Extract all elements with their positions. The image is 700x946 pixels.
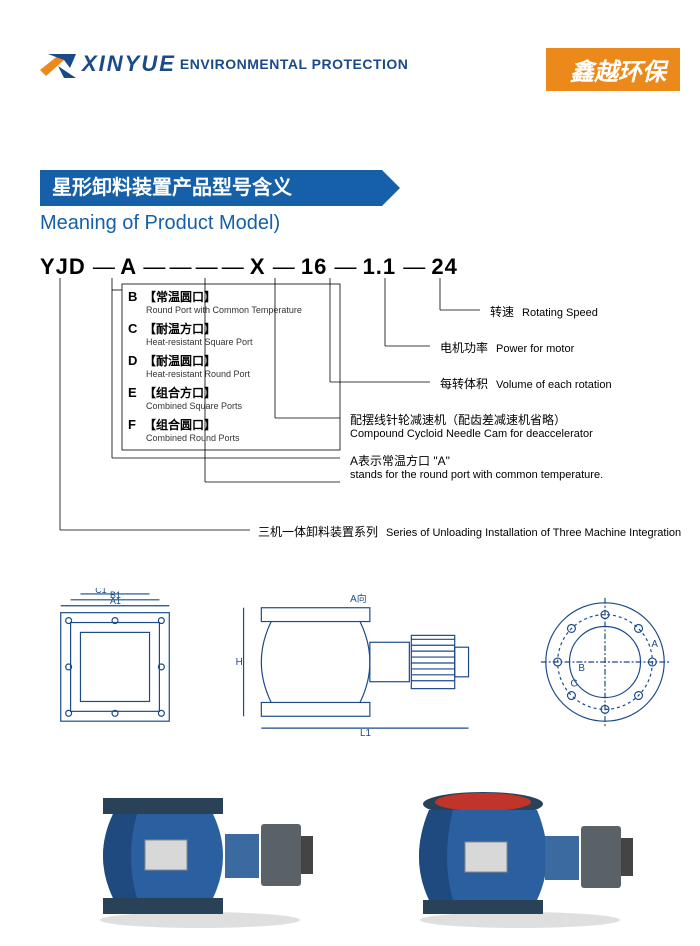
model-seg-24: 24 (431, 254, 457, 279)
model-seg-yjd: YJD (40, 254, 86, 279)
svg-text:C: C (570, 679, 577, 690)
valve-round-port (405, 780, 635, 930)
section-title-bar: 星形卸料装置产品型号含义 (40, 170, 400, 206)
product-photo-row (40, 780, 680, 930)
brand-badge-cn: 鑫越环保 (546, 48, 680, 91)
svg-text:A: A (651, 639, 658, 650)
diagram-round-flange: A B C (530, 587, 680, 737)
brand-name-en: XINYUE (82, 51, 176, 77)
valve-square-port (85, 780, 315, 930)
model-dash: — (273, 254, 294, 279)
svg-text:B1: B1 (110, 590, 121, 600)
svg-text:B: B (578, 663, 585, 674)
model-dash: — — — — (143, 254, 242, 279)
model-seg-a: A (120, 254, 136, 279)
brand-subtitle: ENVIRONMENTAL PROTECTION (180, 56, 409, 72)
label-series: 三机一体卸料装置系列Series of Unloading Installati… (258, 523, 681, 540)
model-seg-11: 1.1 (363, 254, 397, 279)
section-title-en: Meaning of Product Model) (40, 212, 280, 235)
label-volume: 每转体积Volume of each rotation (440, 375, 612, 392)
diagram-top-view: A1 B1 C1 (40, 587, 190, 737)
model-dash: — (93, 254, 114, 279)
label-reducer: 配摆线针轮减速机（配齿差减速机省略） Compound Cycloid Need… (350, 411, 680, 440)
label-a-meaning: A表示常温方口 "A" stands for the round port wi… (350, 452, 680, 481)
label-rotating-speed: 转速Rotating Speed (490, 303, 598, 320)
code-c: C【耐温方口】 Heat-resistant Square Port (128, 322, 253, 347)
model-dash: — (403, 254, 424, 279)
model-dash: — (334, 254, 355, 279)
page-header: XINYUE ENVIRONMENTAL PROTECTION 鑫越环保 (40, 50, 680, 78)
logo-icon (40, 50, 76, 78)
code-e: E【组合方口】 Combined Square Ports (128, 386, 242, 411)
svg-text:L1: L1 (360, 728, 371, 737)
code-f: F【组合圆口】 Combined Round Ports (128, 418, 240, 443)
model-code-row: YJD — A — — — — X — 16 — 1.1 — 24 (40, 254, 458, 280)
code-b: B【常温圆口】 Round Port with Common Temperatu… (128, 290, 302, 315)
diagram-side-view: H L1 A向 (230, 587, 490, 737)
svg-text:A向: A向 (350, 592, 366, 605)
svg-text:C1: C1 (95, 587, 106, 595)
model-seg-16: 16 (301, 254, 327, 279)
technical-diagrams-row: A1 B1 C1 H L1 A向 (40, 582, 680, 742)
label-power: 电机功率Power for motor (440, 339, 574, 356)
model-seg-x: X (250, 254, 266, 279)
svg-text:H: H (236, 657, 243, 668)
code-d: D【耐温圆口】 Heat-resistant Round Port (128, 354, 250, 379)
